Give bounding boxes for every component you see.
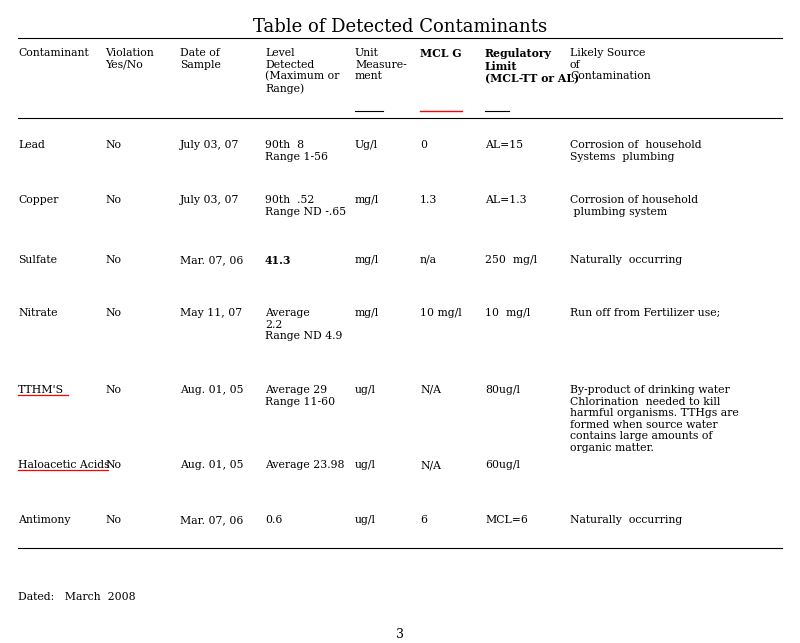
Text: By-product of drinking water
Chlorination  needed to kill
harmful organisms. TTH: By-product of drinking water Chlorinatio… <box>570 385 738 453</box>
Text: Corrosion of household
 plumbing system: Corrosion of household plumbing system <box>570 195 698 217</box>
Text: No: No <box>105 140 121 150</box>
Text: Average 29
Range 11-60: Average 29 Range 11-60 <box>265 385 335 406</box>
Text: Ug/l: Ug/l <box>355 140 378 150</box>
Text: AL=15: AL=15 <box>485 140 523 150</box>
Text: Aug. 01, 05: Aug. 01, 05 <box>180 385 243 395</box>
Text: Date of
Sample: Date of Sample <box>180 48 221 69</box>
Text: Haloacetic Acids: Haloacetic Acids <box>18 460 110 470</box>
Text: mg/l: mg/l <box>355 195 379 205</box>
Text: No: No <box>105 255 121 265</box>
Text: MCL G: MCL G <box>420 48 462 59</box>
Text: 90th  8
Range 1-56: 90th 8 Range 1-56 <box>265 140 328 161</box>
Text: Sulfate: Sulfate <box>18 255 57 265</box>
Text: TTHM'S: TTHM'S <box>18 385 64 395</box>
Text: Likely Source
of
Contamination: Likely Source of Contamination <box>570 48 650 81</box>
Text: ug/l: ug/l <box>355 460 376 470</box>
Text: Run off from Fertilizer use;: Run off from Fertilizer use; <box>570 308 720 318</box>
Text: 10 mg/l: 10 mg/l <box>420 308 462 318</box>
Text: n/a: n/a <box>420 255 437 265</box>
Text: Lead: Lead <box>18 140 45 150</box>
Text: N/A: N/A <box>420 385 441 395</box>
Text: ug/l: ug/l <box>355 385 376 395</box>
Text: Average 23.98: Average 23.98 <box>265 460 345 470</box>
Text: 41.3: 41.3 <box>265 255 291 266</box>
Text: Mar. 07, 06: Mar. 07, 06 <box>180 255 243 265</box>
Text: Aug. 01, 05: Aug. 01, 05 <box>180 460 243 470</box>
Text: Copper: Copper <box>18 195 58 205</box>
Text: Corrosion of  household
Systems  plumbing: Corrosion of household Systems plumbing <box>570 140 702 161</box>
Text: Regulatory
Limit
(MCL-TT or AL): Regulatory Limit (MCL-TT or AL) <box>485 48 579 85</box>
Text: 3: 3 <box>396 628 404 641</box>
Text: 90th  .52
Range ND -.65: 90th .52 Range ND -.65 <box>265 195 346 217</box>
Text: 60ug/l: 60ug/l <box>485 460 520 470</box>
Text: July 03, 07: July 03, 07 <box>180 140 239 150</box>
Text: Nitrate: Nitrate <box>18 308 58 318</box>
Text: 0.6: 0.6 <box>265 515 282 525</box>
Text: Table of Detected Contaminants: Table of Detected Contaminants <box>253 18 547 36</box>
Text: N/A: N/A <box>420 460 441 470</box>
Text: May 11, 07: May 11, 07 <box>180 308 242 318</box>
Text: ug/l: ug/l <box>355 515 376 525</box>
Text: mg/l: mg/l <box>355 255 379 265</box>
Text: AL=1.3: AL=1.3 <box>485 195 526 205</box>
Text: 80ug/l: 80ug/l <box>485 385 520 395</box>
Text: Antimony: Antimony <box>18 515 70 525</box>
Text: Mar. 07, 06: Mar. 07, 06 <box>180 515 243 525</box>
Text: MCL=6: MCL=6 <box>485 515 528 525</box>
Text: 6: 6 <box>420 515 427 525</box>
Text: 250  mg/l: 250 mg/l <box>485 255 537 265</box>
Text: Naturally  occurring: Naturally occurring <box>570 515 682 525</box>
Text: Naturally  occurring: Naturally occurring <box>570 255 682 265</box>
Text: Violation
Yes/No: Violation Yes/No <box>105 48 154 69</box>
Text: 1.3: 1.3 <box>420 195 438 205</box>
Text: No: No <box>105 460 121 470</box>
Text: Average
2.2
Range ND 4.9: Average 2.2 Range ND 4.9 <box>265 308 342 341</box>
Text: mg/l: mg/l <box>355 308 379 318</box>
Text: Level
Detected
(Maximum or
Range): Level Detected (Maximum or Range) <box>265 48 339 94</box>
Text: No: No <box>105 515 121 525</box>
Text: No: No <box>105 195 121 205</box>
Text: Dated:   March  2008: Dated: March 2008 <box>18 592 136 602</box>
Text: Unit
Measure-
ment: Unit Measure- ment <box>355 48 406 81</box>
Text: 10  mg/l: 10 mg/l <box>485 308 530 318</box>
Text: No: No <box>105 308 121 318</box>
Text: No: No <box>105 385 121 395</box>
Text: July 03, 07: July 03, 07 <box>180 195 239 205</box>
Text: 0: 0 <box>420 140 427 150</box>
Text: Contaminant: Contaminant <box>18 48 89 58</box>
